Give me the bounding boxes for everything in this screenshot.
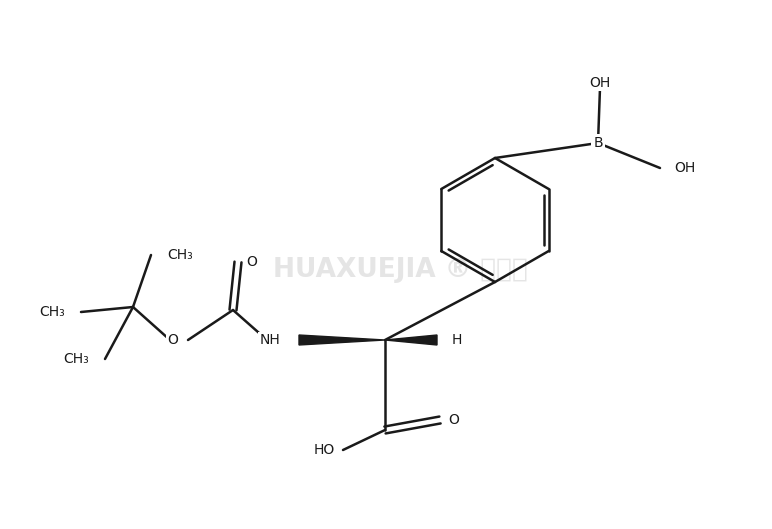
Text: O: O [448, 413, 459, 427]
Text: CH₃: CH₃ [63, 352, 89, 366]
Text: OH: OH [674, 161, 696, 175]
Text: B: B [593, 136, 603, 150]
Text: HO: HO [313, 443, 335, 457]
Text: O: O [167, 333, 178, 347]
Text: NH: NH [259, 333, 280, 347]
Text: CH₃: CH₃ [167, 248, 193, 262]
Text: HUAXUEJIA ® 化学加: HUAXUEJIA ® 化学加 [273, 257, 527, 283]
Polygon shape [385, 335, 437, 345]
Text: O: O [246, 255, 257, 269]
Polygon shape [299, 335, 385, 345]
Text: H: H [452, 333, 462, 347]
Text: OH: OH [589, 76, 611, 90]
Text: CH₃: CH₃ [39, 305, 65, 319]
